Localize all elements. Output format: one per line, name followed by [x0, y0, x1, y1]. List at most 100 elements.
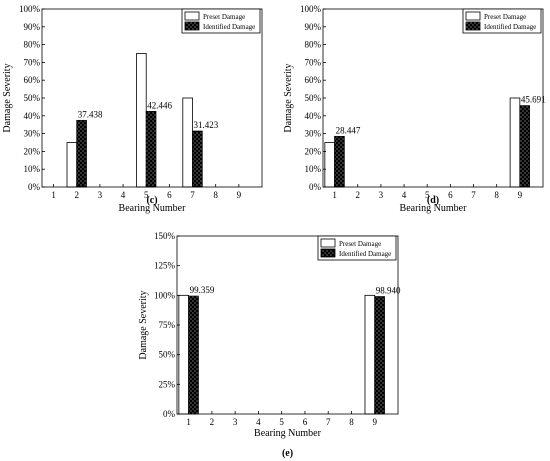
x-axis-title: Bearing Number [254, 428, 322, 439]
legend-label-preset: Preset Damage [203, 13, 245, 21]
legend-label-preset: Preset Damage [484, 13, 526, 21]
data-label-7: 31.423 [194, 120, 219, 130]
legend-swatch-identified [465, 21, 481, 31]
y-tick-label: 90% [24, 22, 41, 32]
y-tick-label: 60% [24, 75, 41, 85]
legend-label-identified: Identified Damage [484, 23, 536, 31]
data-label-9: 98.940 [376, 286, 401, 296]
bar-preset-5 [136, 53, 147, 188]
legend-swatch-preset [184, 11, 200, 21]
x-tick-label: 4 [256, 417, 261, 427]
x-tick-label: 8 [213, 190, 218, 200]
y-tick-label: 100% [19, 4, 41, 14]
y-tick-label: 40% [24, 111, 41, 121]
x-tick-label: 9 [518, 190, 523, 200]
bar-identified-7 [192, 130, 203, 188]
data-label-1: 28.447 [336, 125, 361, 135]
y-tick-label: 0% [309, 182, 322, 192]
bar-identified-9 [374, 296, 385, 415]
legend-swatch-identified [320, 248, 336, 258]
x-axis-title: Bearing Number [119, 203, 187, 214]
x-tick-label: 3 [379, 190, 384, 200]
y-tick-label: 25% [159, 379, 176, 389]
bar-preset-2 [66, 142, 78, 188]
x-tick-label: 9 [372, 417, 377, 427]
y-tick-label: 40% [305, 111, 322, 121]
x-tick-label: 1 [332, 190, 337, 200]
y-tick-label: 10% [305, 164, 322, 174]
y-tick-label: 70% [305, 57, 322, 67]
y-tick-label: 30% [24, 129, 41, 139]
x-axis-title: Bearing Number [400, 203, 468, 214]
x-tick-label: 6 [167, 190, 172, 200]
x-tick-label: 5 [279, 417, 284, 427]
panels: 37.43842.44631.4230%10%20%30%40%50%60%70… [2, 4, 546, 459]
panel-label: (e) [282, 448, 293, 459]
legend: Preset Damage Identified Damage [181, 8, 261, 34]
y-tick-label: 100% [300, 4, 322, 14]
y-axis-title: Damage Severity [283, 63, 294, 132]
y-tick-label: 10% [24, 164, 41, 174]
data-label-2: 37.438 [78, 109, 103, 119]
x-tick-label: 2 [74, 190, 79, 200]
chart-panel-1: 28.447 45.691 0% 10% 20% 30% 40% 50% 60% 70% 80% 90… [283, 4, 546, 214]
y-axis-title: Damage Severity [2, 63, 13, 132]
y-tick-label: 20% [24, 146, 41, 156]
y-axis-title: Damage Severity [138, 290, 149, 359]
legend-label-preset: Preset Damage [339, 240, 381, 248]
y-tick-label: 20% [305, 146, 322, 156]
x-tick-label: 6 [303, 417, 308, 427]
y-tick-label: 50% [305, 93, 322, 103]
panel-label: (d) [427, 195, 439, 206]
x-tick-label: 8 [494, 190, 499, 200]
x-tick-label: 5 [425, 190, 430, 200]
y-tick-label: 30% [305, 129, 322, 139]
legend-swatch-identified [184, 21, 200, 31]
y-tick-label: 70% [24, 57, 41, 67]
legend-swatch-preset [465, 11, 481, 21]
y-tick-label: 150% [154, 231, 176, 241]
x-tick-label: 2 [355, 190, 360, 200]
y-tick-label: 50% [24, 93, 41, 103]
bar-identified-2 [76, 119, 87, 188]
x-tick-label: 5 [144, 190, 149, 200]
y-tick-label: 125% [154, 261, 176, 271]
y-tick-label: 90% [305, 22, 322, 32]
data-label-9: 45.691 [521, 95, 546, 105]
legend-label-identified: Identified Damage [203, 23, 255, 31]
bar-identified-1 [334, 135, 345, 188]
bar-preset-1 [178, 294, 190, 415]
y-tick-label: 80% [24, 40, 41, 50]
x-tick-label: 4 [402, 190, 407, 200]
y-tick-label: 60% [305, 75, 322, 85]
y-tick-label: 50% [159, 350, 176, 360]
x-tick-label: 9 [237, 190, 242, 200]
y-tick-label: 75% [159, 320, 176, 330]
x-tick-label: 1 [186, 417, 191, 427]
data-label-1: 99.359 [190, 285, 215, 295]
bar-preset-9 [509, 97, 521, 188]
panel-label: (c) [146, 195, 157, 206]
bar-preset-1 [324, 142, 335, 188]
bar-preset-9 [364, 294, 376, 415]
bar-identified-5 [145, 111, 157, 188]
legend-swatch-preset [320, 238, 336, 248]
x-tick-label: 3 [233, 417, 238, 427]
x-tick-label: 8 [349, 417, 354, 427]
legend: Preset Damage Identified Damage [462, 8, 542, 34]
x-tick-label: 7 [471, 190, 476, 200]
data-label-5: 42.446 [147, 100, 172, 110]
bar-identified-9 [519, 105, 530, 188]
y-tick-label: 0% [28, 182, 41, 192]
chart-panel-0: 37.438 42.446 31.423 0% 10% 20% 30% 40% 50% 60% 70… [2, 4, 263, 214]
y-tick-label: 80% [305, 40, 322, 50]
legend-label-identified: Identified Damage [339, 250, 391, 258]
x-tick-label: 4 [121, 190, 126, 200]
bar-identified-1 [188, 295, 199, 415]
x-tick-label: 3 [98, 190, 103, 200]
chart-panel-2: 99.359 98.940 0% 25% 50% 75% 100% 125% 150% 1 2 3 4 5… [138, 231, 401, 459]
x-tick-label: 6 [448, 190, 453, 200]
y-tick-label: 0% [163, 409, 176, 419]
x-tick-label: 7 [326, 417, 331, 427]
